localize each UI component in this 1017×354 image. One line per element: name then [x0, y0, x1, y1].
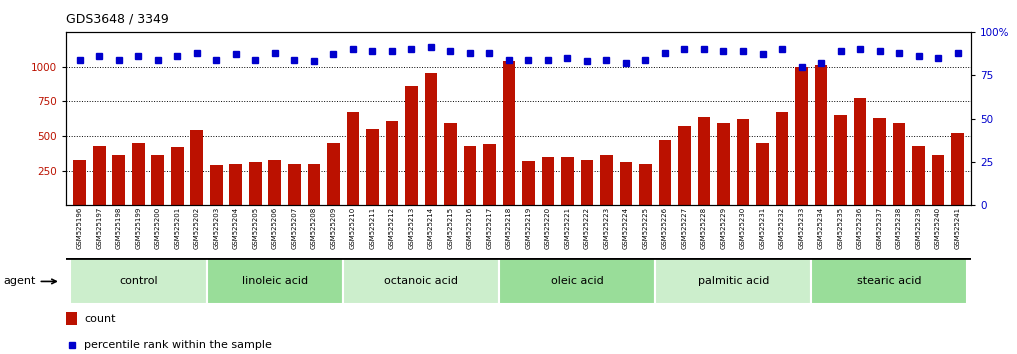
Bar: [655, 258, 812, 304]
Bar: [561, 157, 574, 205]
Bar: [874, 118, 886, 205]
Bar: [424, 74, 437, 205]
Bar: [113, 155, 125, 205]
Bar: [717, 124, 730, 205]
Bar: [815, 65, 828, 205]
Bar: [932, 155, 945, 205]
Text: octanoic acid: octanoic acid: [384, 276, 458, 286]
Bar: [483, 144, 495, 205]
Bar: [600, 155, 613, 205]
Bar: [834, 115, 847, 205]
Bar: [190, 130, 203, 205]
Bar: [502, 61, 516, 205]
Bar: [366, 129, 378, 205]
Bar: [210, 165, 223, 205]
Bar: [171, 147, 184, 205]
Text: oleic acid: oleic acid: [551, 276, 603, 286]
Bar: [795, 67, 807, 205]
Bar: [66, 312, 77, 325]
Text: count: count: [83, 314, 115, 324]
Bar: [93, 145, 106, 205]
Text: linoleic acid: linoleic acid: [242, 276, 308, 286]
Bar: [206, 258, 343, 304]
Text: stearic acid: stearic acid: [857, 276, 921, 286]
Bar: [893, 124, 905, 205]
Bar: [152, 155, 164, 205]
Text: GDS3648 / 3349: GDS3648 / 3349: [66, 12, 169, 25]
Bar: [464, 145, 476, 205]
Bar: [249, 162, 261, 205]
Bar: [678, 126, 691, 205]
Text: control: control: [119, 276, 158, 286]
Bar: [327, 143, 340, 205]
Bar: [385, 121, 399, 205]
Bar: [405, 86, 418, 205]
Bar: [639, 164, 652, 205]
Bar: [698, 116, 710, 205]
Bar: [912, 145, 924, 205]
Text: percentile rank within the sample: percentile rank within the sample: [83, 340, 272, 350]
Bar: [268, 160, 281, 205]
Bar: [659, 140, 671, 205]
Bar: [812, 258, 967, 304]
Bar: [288, 164, 301, 205]
Bar: [444, 124, 457, 205]
Bar: [307, 164, 320, 205]
Bar: [542, 157, 554, 205]
Bar: [499, 258, 655, 304]
Bar: [853, 98, 866, 205]
Bar: [73, 160, 86, 205]
Bar: [230, 164, 242, 205]
Bar: [619, 162, 633, 205]
Text: palmitic acid: palmitic acid: [698, 276, 769, 286]
Bar: [581, 160, 593, 205]
Bar: [343, 258, 499, 304]
Bar: [347, 112, 359, 205]
Bar: [70, 258, 206, 304]
Bar: [522, 161, 535, 205]
Bar: [951, 133, 964, 205]
Text: agent: agent: [3, 276, 56, 286]
Bar: [736, 119, 750, 205]
Bar: [757, 143, 769, 205]
Bar: [776, 112, 788, 205]
Bar: [132, 143, 144, 205]
